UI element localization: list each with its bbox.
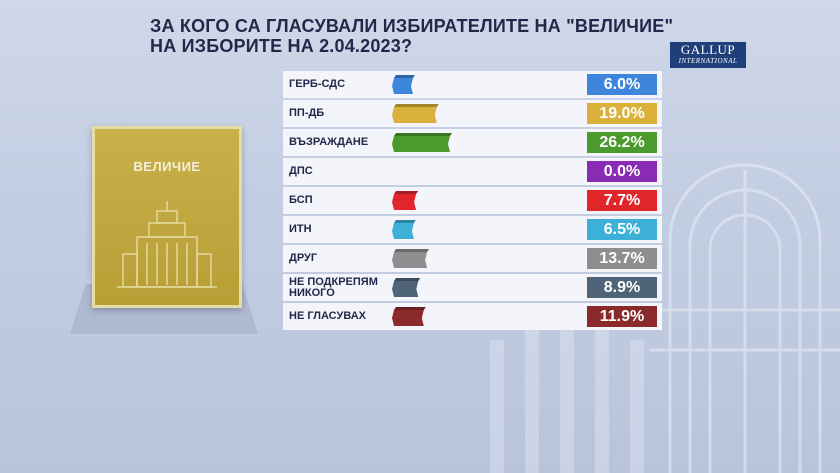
chart-row: ПП-ДБ 19.0%: [283, 100, 662, 127]
value-label: 0.0%: [587, 161, 657, 182]
logo-line-1: GALLUP: [680, 42, 736, 57]
category-label: ВЪЗРАЖДАНЕ: [289, 136, 369, 148]
chart-row: ДРУГ 13.7%: [283, 245, 662, 272]
page-title: ЗА КОГО СА ГЛАСУВАЛИ ИЗБИРАТЕЛИТЕ НА "ВЕ…: [150, 16, 674, 56]
value-label: 7.7%: [587, 190, 657, 211]
category-label: НЕ ПОДКРЕПЯМ НИКОГО: [289, 275, 378, 299]
bar: [392, 307, 426, 326]
bar: [392, 191, 419, 210]
title-line-1: ЗА КОГО СА ГЛАСУВАЛИ ИЗБИРАТЕЛИТЕ НА "ВЕ…: [150, 16, 674, 36]
chart-row: БСП 7.7%: [283, 187, 662, 214]
chart-row: ДПС 0.0%: [283, 158, 662, 185]
value-label: 26.2%: [587, 132, 657, 153]
chart-row: НЕ ГЛАСУВАХ 11.9%: [283, 303, 662, 330]
bar: [392, 104, 439, 123]
category-label: БСП: [289, 194, 313, 206]
value-label: 8.9%: [587, 277, 657, 298]
category-label: ИТН: [289, 223, 312, 235]
background-columns-illustration: [490, 320, 644, 473]
background-building-illustration: [650, 163, 840, 473]
results-chart: ГЕРБ-СДС 6.0% ПП-ДБ 19.0% ВЪЗРАЖДАНЕ 26.2% ДПС…: [283, 71, 662, 330]
chart-row: ГЕРБ-СДС 6.0%: [283, 71, 662, 98]
category-label: ДРУГ: [289, 252, 318, 264]
bar: [392, 75, 415, 94]
category-label: ПП-ДБ: [289, 107, 325, 119]
ballot-party-name: ВЕЛИЧИЕ: [133, 159, 201, 174]
category-label: НЕ ГЛАСУВАХ: [289, 310, 367, 322]
bar: [392, 133, 452, 152]
building-icon: [117, 201, 217, 288]
chart-row: ВЪЗРАЖДАНЕ 26.2%: [283, 129, 662, 156]
value-label: 19.0%: [587, 103, 657, 124]
bar: [392, 220, 416, 239]
chart-row: ИТН 6.5%: [283, 216, 662, 243]
value-label: 11.9%: [587, 306, 657, 327]
bar: [392, 249, 430, 268]
logo-line-2: INTERNATIONAL: [678, 57, 738, 65]
title-line-2: НА ИЗБОРИТЕ НА 2.04.2023?: [150, 36, 413, 56]
value-label: 13.7%: [587, 248, 657, 269]
category-label: ГЕРБ-СДС: [289, 78, 346, 90]
category-label: ДПС: [289, 165, 313, 177]
chart-row: НЕ ПОДКРЕПЯМ НИКОГО 8.9%: [283, 274, 662, 301]
bar: [392, 278, 421, 297]
value-label: 6.0%: [587, 74, 657, 95]
ballot-paper: ВЕЛИЧИЕ: [92, 126, 242, 308]
gallup-logo: GALLUP INTERNATIONAL: [670, 42, 746, 68]
value-label: 6.5%: [587, 219, 657, 240]
